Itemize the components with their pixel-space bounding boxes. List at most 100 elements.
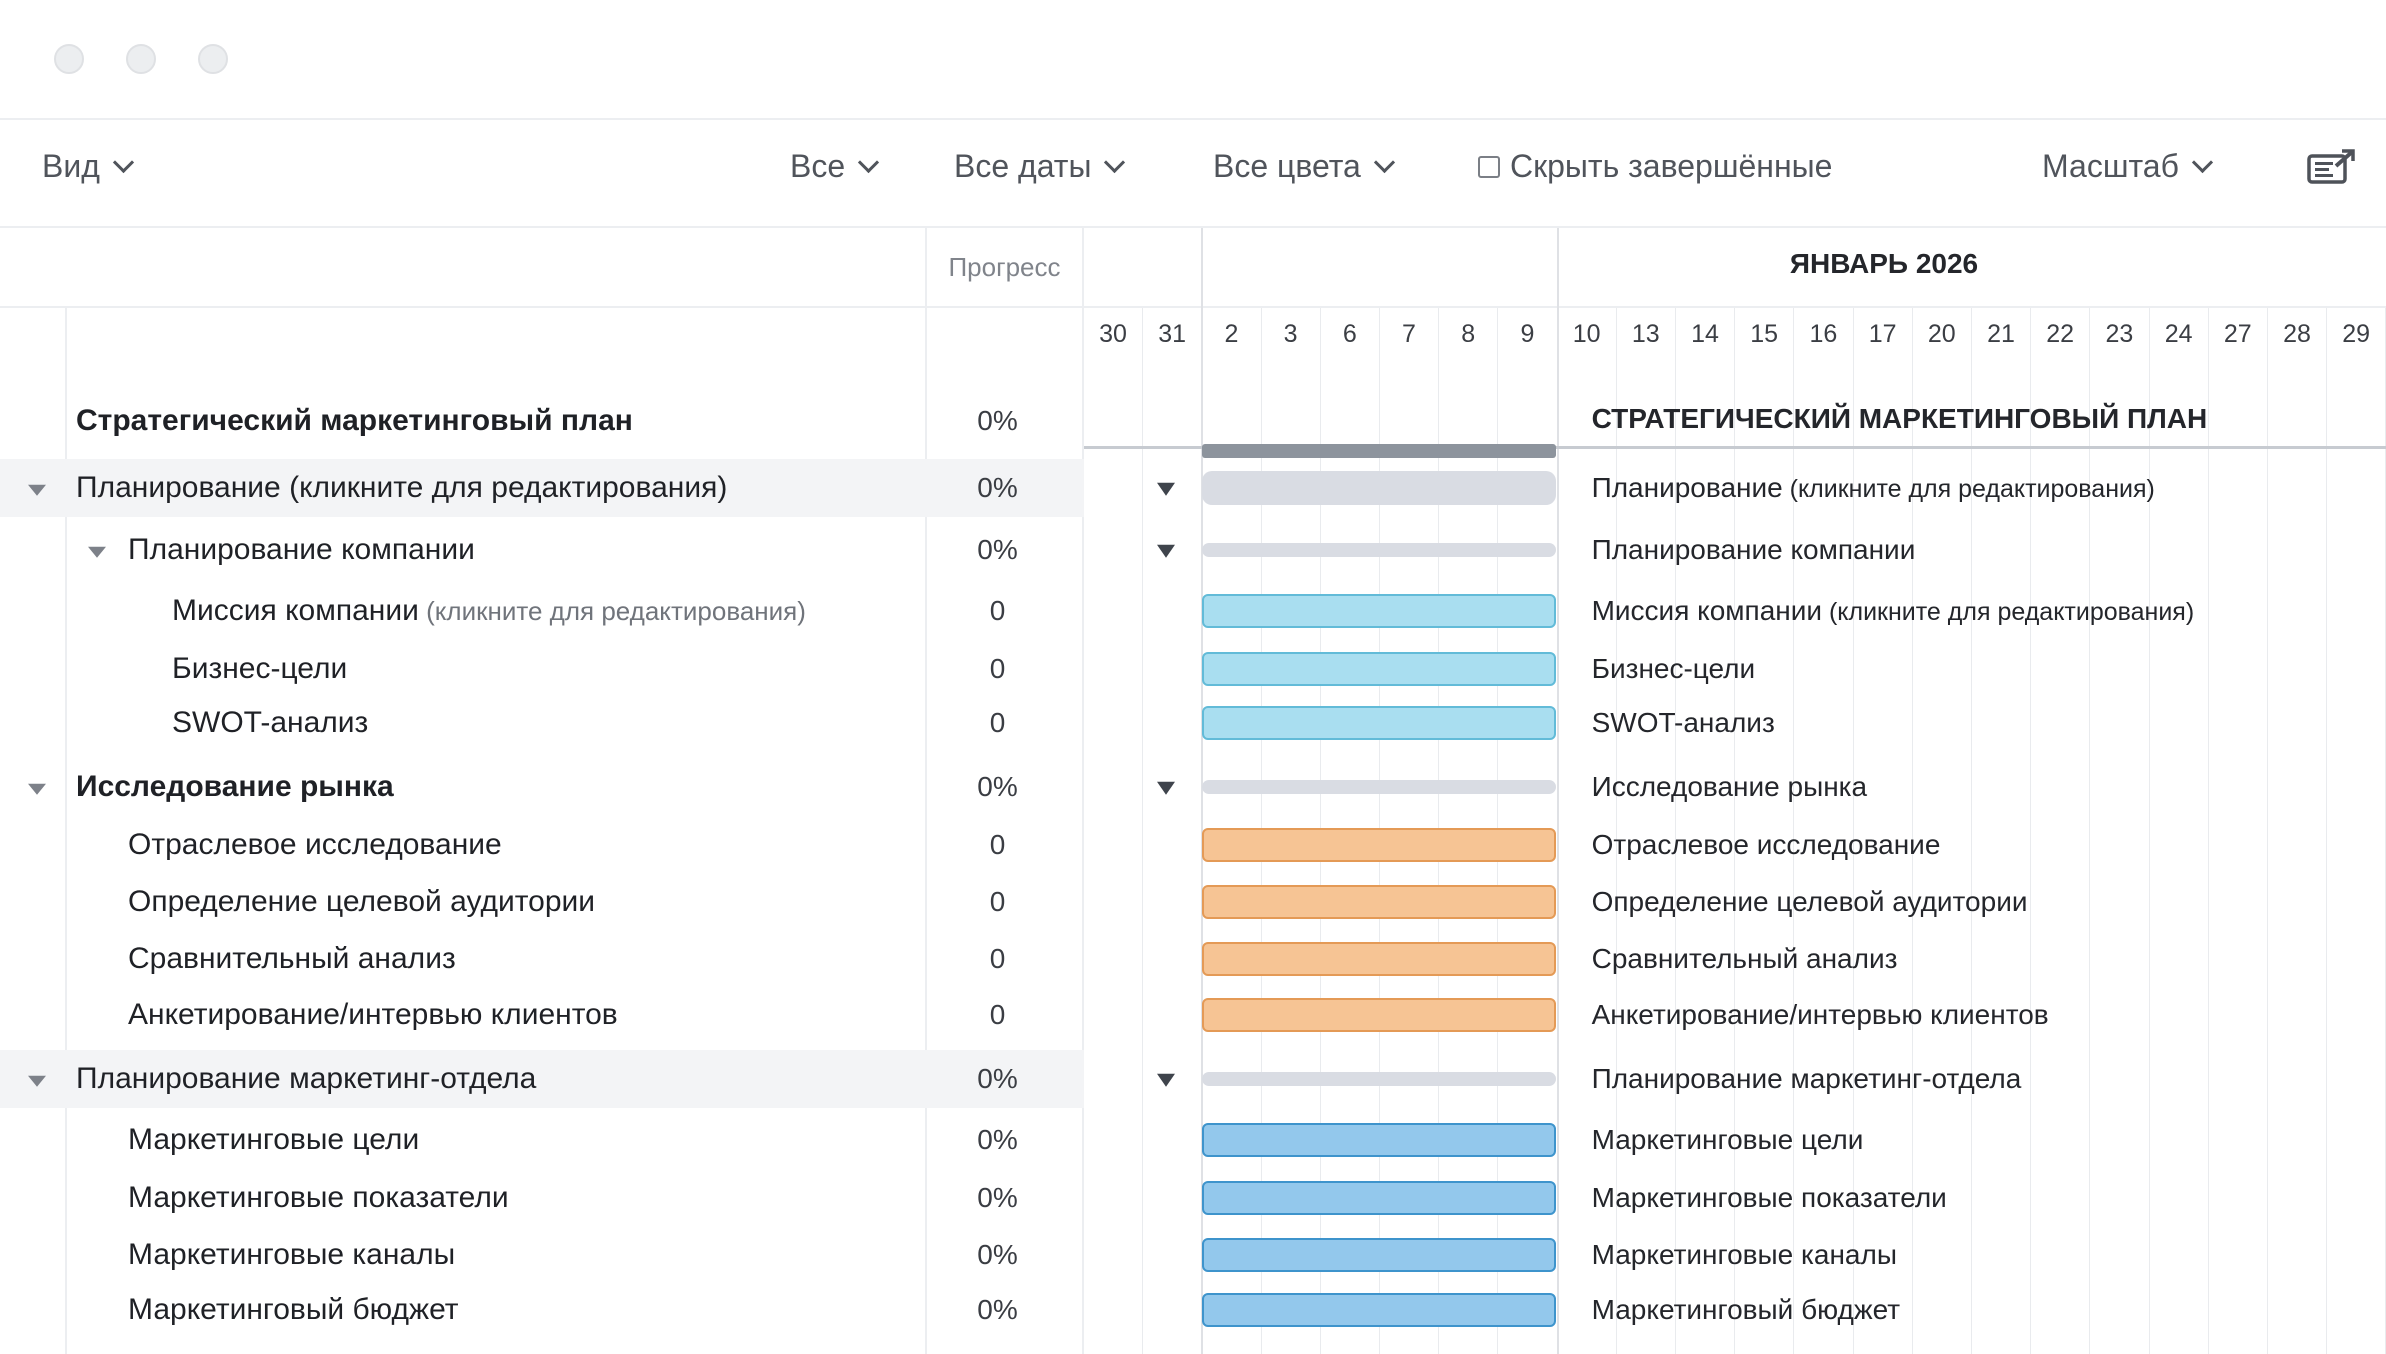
- table-row[interactable]: Планирование (кликните для редактировани…: [0, 459, 1084, 517]
- task-bar[interactable]: [1202, 828, 1556, 862]
- day-label: 28: [2283, 320, 2311, 348]
- week-divider: [1556, 228, 1559, 1354]
- table-row[interactable]: Маркетинговые каналы 0%: [0, 1226, 1084, 1284]
- collapse-triangle-icon[interactable]: [1157, 544, 1176, 558]
- collapse-triangle-icon[interactable]: [28, 1075, 46, 1087]
- task-name-text: SWOT-анализ: [172, 706, 369, 739]
- task-name[interactable]: Определение целевой аудитории: [128, 885, 595, 919]
- task-progress[interactable]: 0%: [977, 405, 1018, 436]
- task-bar-label-text: Планирование: [1591, 472, 1783, 503]
- collapse-triangle-icon[interactable]: [88, 546, 106, 558]
- task-name[interactable]: Сравнительный анализ: [128, 942, 456, 976]
- table-row[interactable]: Планирование маркетинг-отдела 0%: [0, 1050, 1084, 1108]
- task-bar-label: Исследование рынка: [1592, 771, 1868, 803]
- task-progress[interactable]: 0%: [977, 534, 1018, 565]
- task-name[interactable]: Стратегический маркетинговый план: [76, 404, 633, 438]
- task-bar[interactable]: [1202, 780, 1556, 794]
- task-progress[interactable]: 0: [989, 943, 1006, 974]
- task-progress[interactable]: 0%: [977, 472, 1018, 503]
- hide-completed-checkbox[interactable]: [1478, 155, 1500, 178]
- day-label: 13: [1631, 320, 1660, 348]
- task-progress[interactable]: 0: [989, 707, 1006, 738]
- collapse-triangle-icon[interactable]: [1157, 781, 1176, 795]
- day-gridline: [1734, 308, 1736, 1354]
- task-bar[interactable]: [1202, 1072, 1556, 1086]
- task-progress[interactable]: 0: [989, 653, 1006, 684]
- day-gridline: [1675, 308, 1676, 1354]
- day-label: 22: [2046, 320, 2075, 348]
- task-bar[interactable]: [1202, 1238, 1556, 1272]
- task-progress[interactable]: 0: [989, 886, 1006, 917]
- day-gridline: [2030, 308, 2032, 1354]
- zoom-dropdown[interactable]: Масштаб: [2042, 148, 2214, 185]
- task-name[interactable]: Маркетинговые каналы: [128, 1238, 455, 1272]
- table-row[interactable]: Исследование рынка 0%: [0, 758, 1084, 816]
- task-name[interactable]: SWOT-анализ: [172, 706, 368, 740]
- task-name[interactable]: Маркетинговые показатели: [128, 1181, 509, 1215]
- table-row[interactable]: Определение целевой аудитории 0: [0, 873, 1084, 931]
- task-name[interactable]: Бизнес-цели: [172, 652, 347, 686]
- filter-dates-dropdown[interactable]: Все даты: [954, 148, 1126, 185]
- task-bar-label: SWOT-анализ: [1592, 707, 1775, 739]
- task-bar-label: Анкетирование/интервью клиентов: [1592, 999, 2049, 1031]
- task-progress[interactable]: 0%: [977, 771, 1018, 802]
- filter-all-dropdown[interactable]: Все: [790, 148, 880, 185]
- task-bar[interactable]: [1202, 942, 1556, 976]
- task-bar[interactable]: [1202, 594, 1556, 628]
- view-dropdown[interactable]: Вид: [42, 148, 134, 185]
- task-name[interactable]: Исследование рынка: [76, 770, 394, 804]
- task-progress[interactable]: 0: [989, 829, 1006, 860]
- task-name[interactable]: Планирование (кликните для редактировани…: [76, 471, 727, 505]
- table-row[interactable]: Сравнительный анализ 0: [0, 930, 1084, 988]
- task-bar[interactable]: [1202, 1181, 1556, 1215]
- task-progress[interactable]: 0: [989, 595, 1006, 626]
- task-progress[interactable]: 0%: [977, 1294, 1018, 1325]
- task-name[interactable]: Планирование маркетинг-отдела: [76, 1062, 536, 1096]
- table-row[interactable]: Планирование компании 0%: [0, 521, 1084, 579]
- collapse-triangle-icon[interactable]: [1157, 482, 1176, 496]
- task-bar[interactable]: [1202, 998, 1556, 1032]
- task-progress[interactable]: 0%: [977, 1124, 1018, 1155]
- task-bar[interactable]: [1202, 1123, 1556, 1157]
- task-bar[interactable]: [1202, 1293, 1556, 1327]
- task-progress[interactable]: 0%: [977, 1182, 1018, 1213]
- task-bar[interactable]: [1202, 885, 1556, 919]
- table-row[interactable]: SWOT-анализ 0: [0, 694, 1084, 752]
- table-row[interactable]: Маркетинговые цели 0%: [0, 1111, 1084, 1169]
- day-label: 17: [1868, 320, 1897, 348]
- task-bar[interactable]: [1202, 444, 1556, 458]
- task-name[interactable]: Отраслевое исследование: [128, 828, 502, 862]
- table-row[interactable]: Анкетирование/интервью клиентов 0: [0, 986, 1084, 1044]
- collapse-triangle-icon[interactable]: [28, 783, 46, 795]
- window-zoom-button[interactable]: [198, 44, 228, 74]
- table-row[interactable]: Маркетинговый бюджет 0%: [0, 1281, 1084, 1339]
- task-name[interactable]: Маркетинговый бюджет: [128, 1293, 459, 1327]
- task-bar-label-text: Отраслевое исследование: [1591, 829, 1941, 860]
- collapse-triangle-icon[interactable]: [28, 484, 46, 496]
- task-bar[interactable]: [1202, 652, 1556, 686]
- task-name[interactable]: Миссия компании (кликните для редактиров…: [172, 594, 806, 628]
- table-row[interactable]: Отраслевое исследование 0: [0, 816, 1084, 874]
- hide-completed-toggle[interactable]: Скрыть завершённые: [1478, 148, 1832, 185]
- task-bar-label-text: Планирование компании: [1591, 534, 1916, 565]
- task-name[interactable]: Планирование компании: [128, 533, 475, 567]
- task-progress[interactable]: 0: [989, 999, 1006, 1030]
- table-row[interactable]: Бизнес-цели 0: [0, 640, 1084, 698]
- task-bar[interactable]: [1202, 471, 1556, 505]
- task-name[interactable]: Анкетирование/интервью клиентов: [128, 998, 618, 1032]
- hide-completed-label: Скрыть завершённые: [1510, 148, 1833, 184]
- export-icon[interactable]: [2306, 148, 2356, 188]
- table-row[interactable]: Миссия компании (кликните для редактиров…: [0, 582, 1084, 640]
- task-progress[interactable]: 0%: [977, 1063, 1018, 1094]
- filter-colors-dropdown[interactable]: Все цвета: [1213, 148, 1395, 185]
- task-bar[interactable]: [1202, 543, 1556, 557]
- collapse-triangle-icon[interactable]: [1157, 1073, 1176, 1087]
- task-progress[interactable]: 0%: [977, 1239, 1018, 1270]
- window-close-button[interactable]: [54, 44, 84, 74]
- task-bar[interactable]: [1202, 706, 1556, 740]
- toolbar: Вид Все Все даты Все цвета Скрыть заверш…: [0, 120, 2386, 228]
- table-row[interactable]: Маркетинговые показатели 0%: [0, 1169, 1084, 1227]
- window-minimize-button[interactable]: [126, 44, 156, 74]
- task-name[interactable]: Маркетинговые цели: [128, 1123, 419, 1157]
- table-row[interactable]: Стратегический маркетинговый план 0%: [0, 392, 1084, 450]
